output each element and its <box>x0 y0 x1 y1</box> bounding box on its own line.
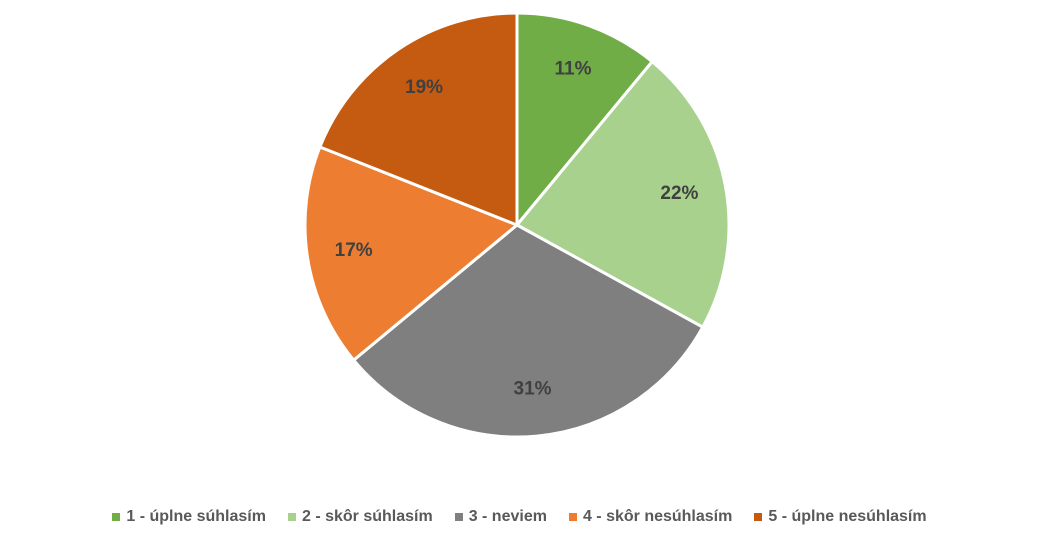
legend-item: 3 - neviem <box>454 508 547 526</box>
legend-label: 1 - úplne súhlasím <box>126 508 266 525</box>
pie-slice <box>514 59 731 330</box>
legend-item: 4 - skôr nesúhlasím <box>568 508 733 526</box>
legend-swatch <box>287 513 296 521</box>
pie-slice <box>317 11 519 228</box>
chart: 11% 22% 31% 17% 19% <box>303 11 731 439</box>
data-label: 17% <box>335 240 373 261</box>
legend-swatch <box>112 513 121 521</box>
legend-label: 3 - neviem <box>468 508 547 525</box>
pie-slice <box>351 223 705 439</box>
legend-swatch <box>568 513 577 521</box>
legend-item: 5 - úplne nesúhlasím <box>754 508 927 526</box>
pie-slice <box>303 145 520 363</box>
legend-swatch <box>754 513 763 521</box>
legend-item: 2 - skôr súhlasím <box>287 508 433 526</box>
pie-slice <box>515 11 655 230</box>
data-label: 11% <box>555 58 592 79</box>
legend-item: 1 - úplne súhlasím <box>112 508 266 526</box>
data-label: 19% <box>405 77 443 98</box>
data-label: 31% <box>514 379 552 400</box>
data-label: 22% <box>660 183 698 204</box>
legend-label: 2 - skôr súhlasím <box>301 508 433 525</box>
legend: 1 - úplne súhlasím 2 - skôr súhlasím 3 - n… <box>0 508 1039 526</box>
legend-label: 4 - skôr nesúhlasím <box>582 508 733 525</box>
legend-swatch <box>454 513 463 521</box>
legend-label: 5 - úplne nesúhlasím <box>768 508 927 525</box>
